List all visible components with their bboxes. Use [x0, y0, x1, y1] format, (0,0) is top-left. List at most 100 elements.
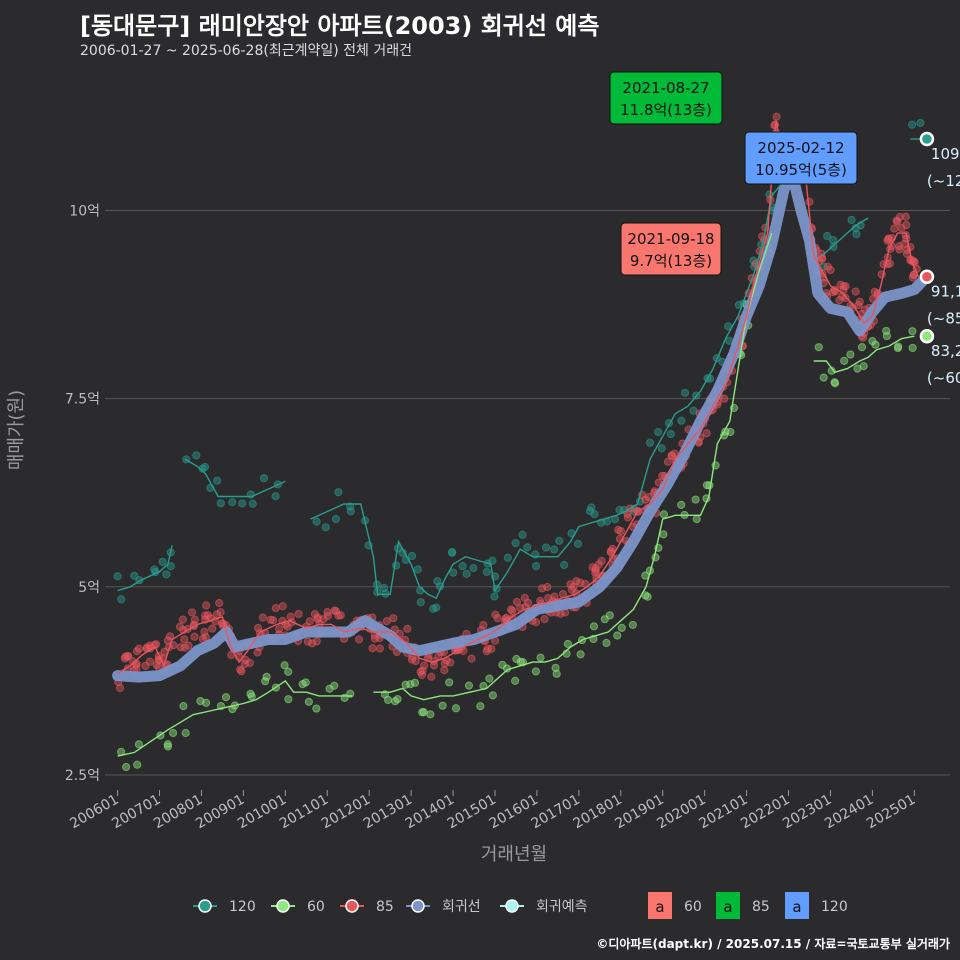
data-point — [416, 598, 425, 607]
data-point — [216, 499, 225, 508]
data-point — [605, 611, 614, 620]
data-point — [590, 510, 599, 519]
data-point — [818, 254, 827, 263]
data-point — [334, 488, 343, 497]
data-point — [310, 609, 319, 619]
data-point — [894, 342, 903, 351]
data-point — [677, 500, 686, 509]
data-point — [901, 212, 910, 221]
annotation-box — [620, 222, 722, 276]
data-point — [427, 672, 436, 681]
legend-label: 회귀예측 — [536, 899, 588, 915]
annotation-date: 2021-09-18 — [627, 230, 714, 248]
data-point — [117, 595, 126, 604]
data-point — [190, 615, 199, 624]
data-point — [280, 661, 289, 670]
data-point — [181, 728, 190, 738]
series-line-60 — [813, 335, 915, 374]
data-point — [331, 514, 340, 524]
legend-box — [785, 892, 809, 919]
data-point — [259, 474, 269, 483]
data-point — [410, 678, 420, 687]
data-point — [346, 502, 355, 511]
data-point — [158, 557, 167, 566]
legend-box-glyph: a — [655, 898, 664, 916]
regression-path — [112, 171, 933, 683]
data-point — [551, 663, 560, 672]
annotation-date: 2021-08-27 — [622, 79, 709, 97]
data-point — [587, 503, 596, 512]
data-point — [908, 327, 917, 336]
legend-box-label: 85 — [752, 899, 770, 915]
data-point — [814, 343, 823, 352]
legend-box-glyph: a — [723, 898, 732, 916]
data-point — [419, 708, 428, 717]
legend-box-label: 120 — [821, 899, 848, 915]
data-point — [196, 696, 205, 706]
y-tick-label: 5억 — [78, 580, 100, 596]
legend-label: 85 — [376, 899, 394, 915]
data-point — [720, 394, 729, 403]
series-line-60 — [117, 679, 353, 757]
data-point — [407, 551, 417, 561]
data-point — [591, 568, 600, 577]
data-point — [389, 614, 398, 623]
data-point — [438, 701, 447, 710]
data-point — [643, 592, 652, 601]
data-point — [180, 635, 189, 644]
data-point — [531, 618, 541, 627]
data-point — [503, 553, 512, 562]
annotations: 2021-08-27 11.8억(13층) 2025-02-12 10.95억(5층)… — [609, 71, 858, 276]
end-label-value: 109,500 — [931, 145, 960, 163]
data-point — [321, 523, 330, 532]
data-point — [113, 572, 122, 581]
legend-swatch-dot — [276, 899, 290, 913]
data-point — [908, 273, 917, 282]
series-line-120 — [821, 217, 869, 257]
data-point — [124, 652, 133, 661]
data-point — [184, 641, 193, 650]
data-point — [151, 640, 161, 649]
data-point — [841, 282, 850, 291]
data-point — [462, 569, 471, 578]
data-point — [325, 684, 334, 693]
data-point — [552, 669, 561, 678]
series-line-120 — [310, 179, 785, 600]
data-point — [488, 556, 497, 565]
data-point — [266, 615, 275, 624]
end-label-area: (~60㎡) — [927, 369, 960, 387]
data-point — [536, 653, 545, 662]
data-point — [440, 666, 449, 675]
data-point — [247, 692, 256, 701]
data-point — [550, 545, 559, 554]
data-point — [286, 612, 295, 621]
data-point — [531, 667, 540, 676]
data-point — [426, 710, 435, 719]
data-point — [180, 643, 189, 652]
data-point — [498, 660, 507, 669]
data-point — [659, 510, 669, 519]
data-point — [305, 617, 314, 626]
data-point — [238, 499, 247, 508]
x-tick-label: 202501 — [864, 792, 918, 833]
data-point — [476, 702, 485, 711]
legend-swatch-dot — [198, 899, 212, 913]
data-point — [304, 697, 313, 706]
data-point — [122, 762, 131, 772]
axes: 2.5억5억7.5억10억200601200701200801200901201… — [65, 204, 919, 833]
data-point — [429, 661, 439, 670]
data-point — [617, 623, 626, 632]
data-point — [882, 326, 891, 336]
data-point — [407, 655, 416, 664]
x-axis-title: 거래년월 — [481, 844, 547, 865]
data-point — [840, 356, 849, 365]
data-point — [602, 638, 611, 648]
data-point — [241, 655, 250, 665]
data-point — [212, 610, 222, 619]
data-point — [916, 118, 925, 128]
data-point — [826, 265, 835, 275]
data-point — [657, 444, 666, 453]
end-label-value: 91,167 — [931, 283, 960, 301]
regression-line — [112, 171, 933, 683]
